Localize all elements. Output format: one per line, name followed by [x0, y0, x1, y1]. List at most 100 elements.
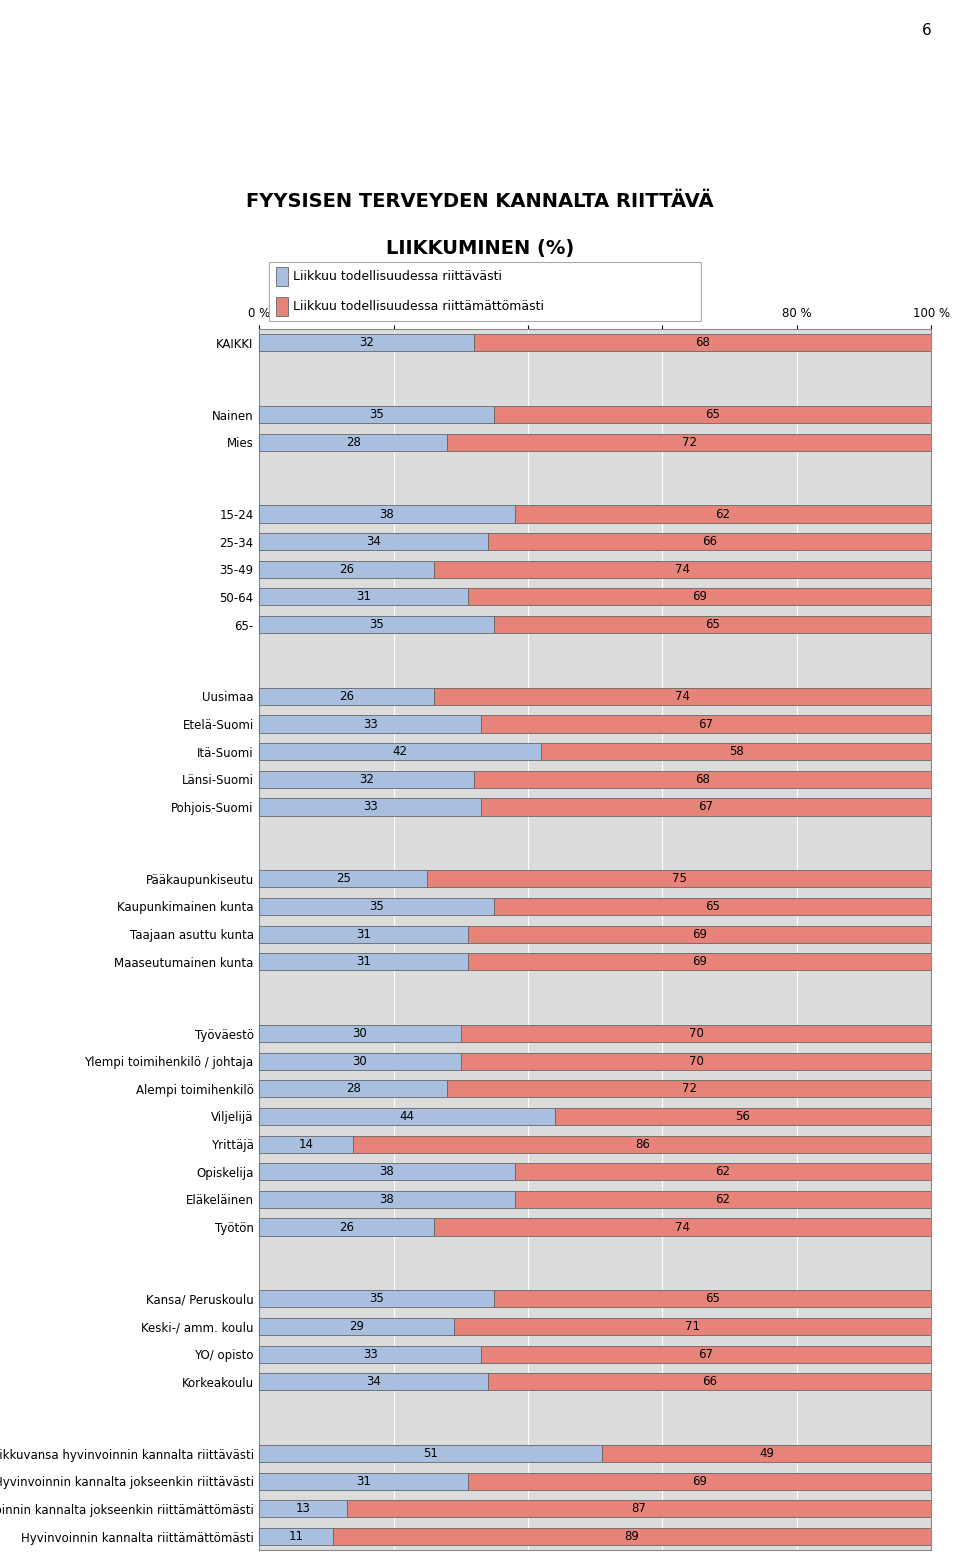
Bar: [468, 1472, 931, 1489]
Bar: [259, 561, 434, 578]
Text: 42: 42: [393, 745, 408, 758]
Text: 71: 71: [685, 1320, 700, 1333]
Text: 25: 25: [336, 872, 350, 885]
Bar: [602, 1445, 931, 1463]
Bar: [259, 1164, 515, 1181]
Bar: [259, 1528, 333, 1546]
Bar: [259, 1290, 494, 1308]
Bar: [474, 334, 931, 351]
Text: 32: 32: [359, 337, 374, 349]
Bar: [447, 434, 931, 451]
Text: 74: 74: [675, 691, 690, 703]
Bar: [259, 871, 427, 888]
Bar: [461, 1026, 931, 1041]
Text: 28: 28: [346, 435, 361, 449]
Text: 69: 69: [692, 927, 707, 941]
Bar: [353, 1135, 931, 1153]
Text: 31: 31: [356, 927, 371, 941]
Text: 31: 31: [356, 590, 371, 603]
Text: 13: 13: [296, 1502, 310, 1516]
Bar: [259, 1026, 461, 1041]
Text: 34: 34: [366, 1375, 381, 1389]
Text: 69: 69: [692, 1475, 707, 1488]
Text: Liikkuu todellisuudessa riittämättömästi: Liikkuu todellisuudessa riittämättömästi: [293, 299, 543, 313]
Bar: [259, 532, 488, 550]
Bar: [259, 770, 474, 788]
Text: 65: 65: [706, 619, 720, 631]
Text: 89: 89: [625, 1530, 639, 1543]
Text: 28: 28: [346, 1082, 361, 1095]
Text: 32: 32: [359, 772, 374, 786]
Text: 56: 56: [735, 1110, 751, 1123]
Text: 67: 67: [699, 1348, 713, 1361]
Bar: [259, 1472, 468, 1489]
Bar: [259, 1190, 515, 1207]
Text: 26: 26: [339, 691, 354, 703]
Bar: [259, 334, 474, 351]
Bar: [259, 1081, 447, 1098]
Bar: [259, 926, 468, 943]
Text: 6: 6: [922, 23, 931, 39]
Bar: [488, 532, 931, 550]
Text: 69: 69: [692, 955, 707, 968]
Bar: [259, 799, 481, 816]
Bar: [259, 434, 447, 451]
Text: 31: 31: [356, 1475, 371, 1488]
Bar: [434, 1218, 931, 1236]
Bar: [494, 406, 931, 423]
Text: 26: 26: [339, 562, 354, 576]
Bar: [347, 1500, 931, 1517]
Text: 51: 51: [423, 1447, 438, 1460]
Bar: [481, 799, 931, 816]
Text: 74: 74: [675, 1220, 690, 1234]
Bar: [488, 1373, 931, 1391]
Bar: [468, 926, 931, 943]
Bar: [494, 615, 931, 633]
Bar: [515, 1164, 931, 1181]
Text: 62: 62: [715, 1165, 731, 1178]
Bar: [259, 897, 494, 915]
Bar: [259, 1373, 488, 1391]
Bar: [434, 561, 931, 578]
Bar: [259, 1500, 347, 1517]
Text: 38: 38: [379, 1165, 395, 1178]
Bar: [259, 1135, 353, 1153]
Text: 38: 38: [379, 1193, 395, 1206]
Text: 35: 35: [370, 900, 384, 913]
Bar: [515, 506, 931, 523]
Bar: [259, 615, 494, 633]
Bar: [259, 954, 468, 971]
Text: 11: 11: [289, 1530, 303, 1543]
Text: FYYSISEN TERVEYDEN KANNALTA RIITTÄVÄ: FYYSISEN TERVEYDEN KANNALTA RIITTÄVÄ: [246, 193, 714, 211]
Bar: [434, 687, 931, 705]
Bar: [481, 716, 931, 733]
Bar: [259, 1345, 481, 1362]
Text: 70: 70: [688, 1054, 704, 1068]
Text: 35: 35: [370, 409, 384, 421]
Text: 70: 70: [688, 1027, 704, 1040]
Text: 67: 67: [699, 717, 713, 731]
Bar: [515, 1190, 931, 1207]
Text: 38: 38: [379, 507, 395, 520]
Text: 67: 67: [699, 800, 713, 813]
Text: 68: 68: [695, 337, 710, 349]
Text: 30: 30: [352, 1027, 368, 1040]
Text: 26: 26: [339, 1220, 354, 1234]
Text: 72: 72: [682, 1082, 697, 1095]
Bar: [447, 1081, 931, 1098]
Text: 49: 49: [759, 1447, 774, 1460]
Text: 86: 86: [635, 1137, 650, 1151]
Text: 69: 69: [692, 590, 707, 603]
Text: 74: 74: [675, 562, 690, 576]
Text: 62: 62: [715, 1193, 731, 1206]
Bar: [474, 770, 931, 788]
Bar: [427, 871, 931, 888]
Text: 65: 65: [706, 900, 720, 913]
Bar: [468, 589, 931, 606]
Bar: [333, 1528, 931, 1546]
Bar: [541, 744, 931, 760]
Bar: [259, 687, 434, 705]
Bar: [481, 1345, 931, 1362]
Bar: [494, 1290, 931, 1308]
Bar: [259, 1052, 461, 1070]
